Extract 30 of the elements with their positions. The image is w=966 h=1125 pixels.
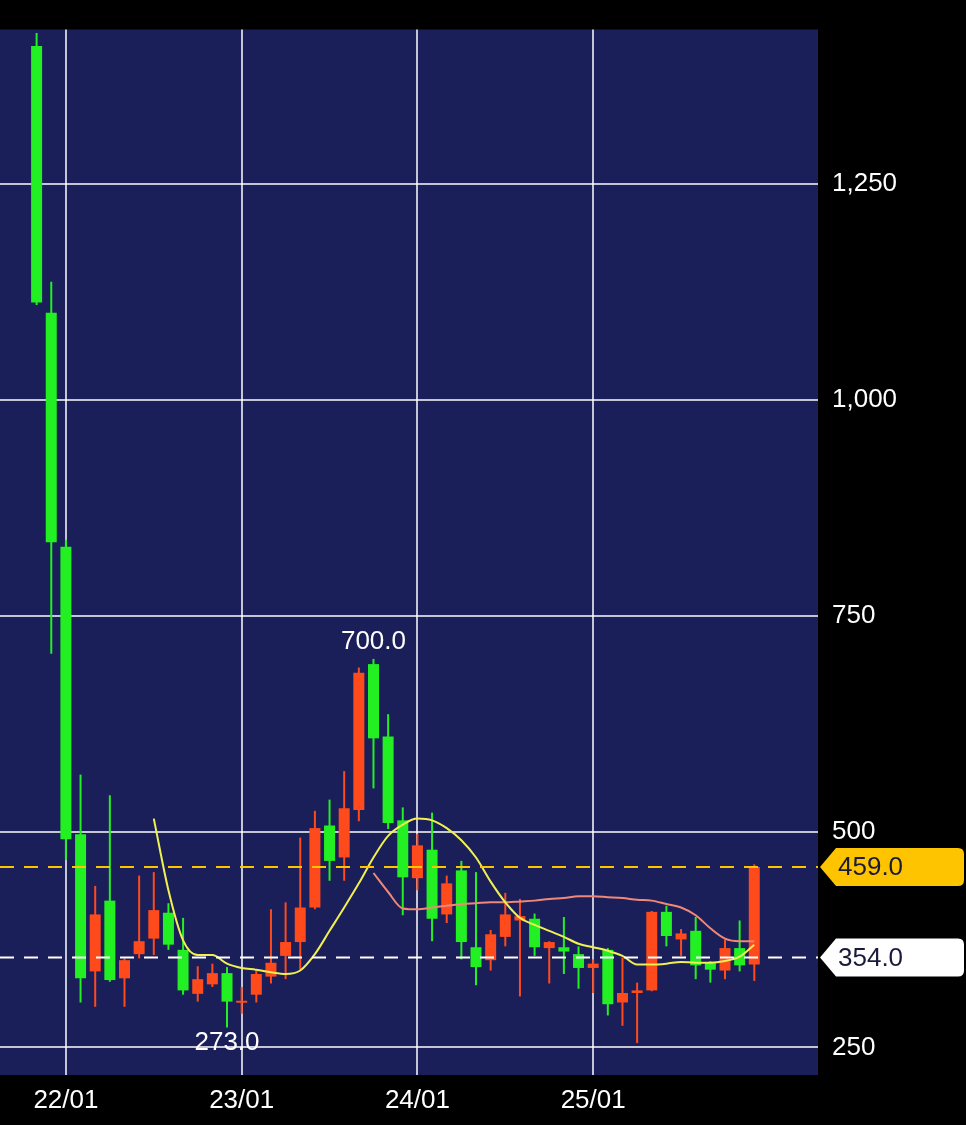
line-series	[372, 872, 756, 943]
candlestick	[118, 957, 130, 1008]
y-tick-label: 750	[832, 598, 876, 629]
candlestick	[587, 958, 599, 994]
candlestick	[206, 962, 218, 988]
candlestick	[236, 985, 248, 1015]
candlestick	[499, 891, 511, 948]
ref-line-label: 354.0	[838, 941, 904, 972]
x-tick-label: 23/01	[209, 1083, 275, 1114]
candlestick	[616, 956, 628, 1027]
y-tick-label: 1,000	[832, 383, 898, 414]
candlestick	[573, 945, 585, 990]
candlestick	[543, 940, 555, 985]
y-tick-label: 500	[832, 814, 876, 845]
candlestick	[470, 871, 482, 987]
candlestick	[558, 916, 570, 975]
y-tick-label: 1,250	[832, 167, 898, 198]
y-tick-label: 250	[832, 1030, 876, 1061]
annotation: 700.0	[340, 625, 407, 656]
candlestick	[250, 969, 262, 1004]
x-tick-label: 22/01	[33, 1083, 99, 1114]
candlestick	[280, 901, 292, 981]
ref-line-label: 459.0	[838, 851, 904, 882]
candlestick	[631, 981, 643, 1045]
x-tick-label: 25/01	[560, 1083, 626, 1114]
line-series	[152, 817, 756, 975]
x-tick-label: 24/01	[384, 1083, 450, 1114]
candlestick	[133, 874, 145, 960]
candlestick	[675, 928, 687, 957]
candlestick	[192, 965, 204, 1003]
